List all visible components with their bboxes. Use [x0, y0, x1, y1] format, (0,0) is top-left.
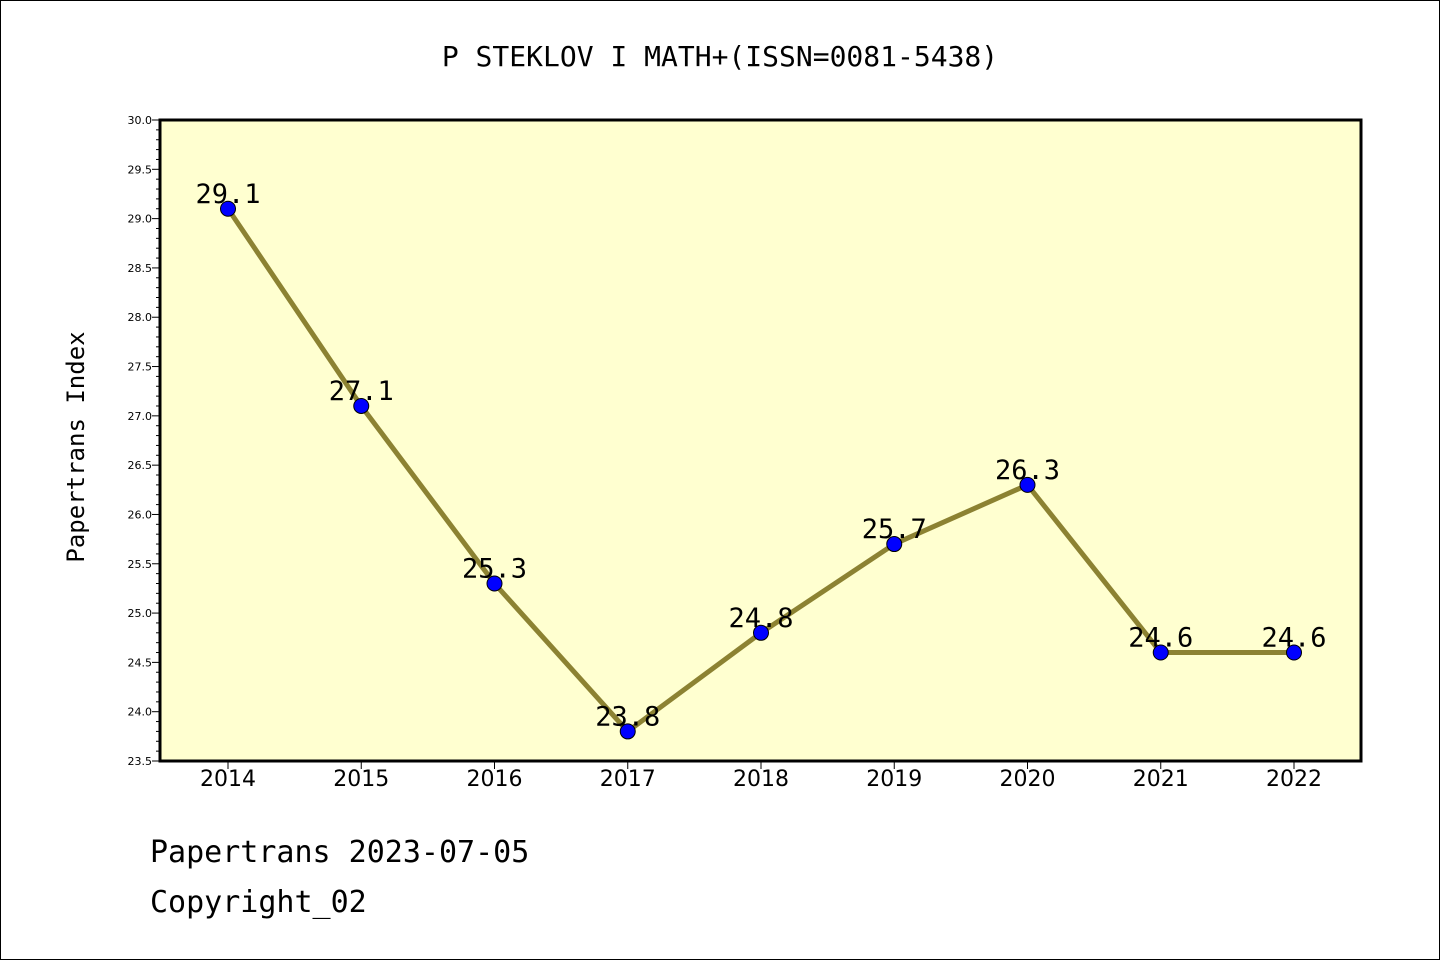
data-point	[886, 536, 903, 553]
y-tick-label: 27.0	[128, 410, 153, 423]
data-point	[353, 397, 370, 414]
data-label: 27.1	[329, 376, 394, 407]
data-point	[486, 575, 503, 592]
y-tick-label: 30.0	[128, 114, 153, 127]
x-tick-label: 2018	[733, 767, 789, 792]
y-tick-label: 23.5	[128, 755, 153, 768]
x-tick-label: 2019	[866, 767, 922, 792]
y-tick-label: 26.5	[128, 459, 153, 472]
y-tick-label: 26.0	[128, 508, 153, 521]
x-tick-label: 2016	[467, 767, 523, 792]
x-tick-label: 2017	[600, 767, 656, 792]
y-tick-label: 27.5	[128, 361, 153, 374]
data-point	[1019, 476, 1036, 493]
data-point	[619, 723, 636, 740]
data-label: 25.7	[862, 514, 927, 545]
x-tick-label: 2014	[200, 767, 256, 792]
data-point	[1286, 644, 1302, 661]
chart-title: P STEKLOV I MATH+(ISSN=0081-5438)	[442, 40, 998, 73]
data-label: 24.6	[1128, 623, 1193, 654]
y-tick-label: 28.5	[128, 262, 153, 275]
x-tick-label: 2022	[1266, 767, 1322, 792]
plot-area	[158, 118, 1363, 763]
y-axis-label: Papertrans Index	[62, 331, 90, 562]
y-tick-label: 25.5	[128, 558, 153, 571]
y-tick-label: 29.5	[128, 163, 153, 176]
data-label: 25.3	[462, 553, 527, 584]
y-tick-label: 25.0	[128, 607, 153, 620]
data-point	[753, 624, 769, 641]
y-tick-label: 28.0	[128, 311, 153, 324]
data-label: 24.8	[728, 603, 793, 634]
series-group: 29.1 27.1 25.3 23.8 24.8 25.7 26.3 24.6 24.6	[195, 179, 1327, 740]
y-tick-label: 29.0	[128, 213, 153, 226]
y-tick-label: 24.0	[128, 706, 153, 719]
x-axis: 2014 2015 2016 2017 2018 2019 2020 2021 2022	[200, 761, 1322, 792]
data-label: 24.6	[1261, 623, 1326, 654]
data-point	[1152, 644, 1169, 661]
footer-copyright: Copyright_02	[150, 885, 367, 920]
data-point	[220, 200, 236, 217]
data-label: 26.3	[995, 455, 1060, 486]
x-tick-label: 2015	[333, 767, 389, 792]
footer-date: Papertrans 2023-07-05	[150, 835, 530, 870]
y-axis: 23.5 24.0 24.5 25.0 25.5 26.0 26.5 27.0 27.5 28.0…	[128, 114, 160, 768]
data-label: 23.8	[595, 701, 660, 732]
y-tick-label: 24.5	[128, 656, 153, 669]
x-tick-label: 2021	[1133, 767, 1189, 792]
x-tick-label: 2020	[1000, 767, 1056, 792]
data-label: 29.1	[195, 179, 260, 210]
